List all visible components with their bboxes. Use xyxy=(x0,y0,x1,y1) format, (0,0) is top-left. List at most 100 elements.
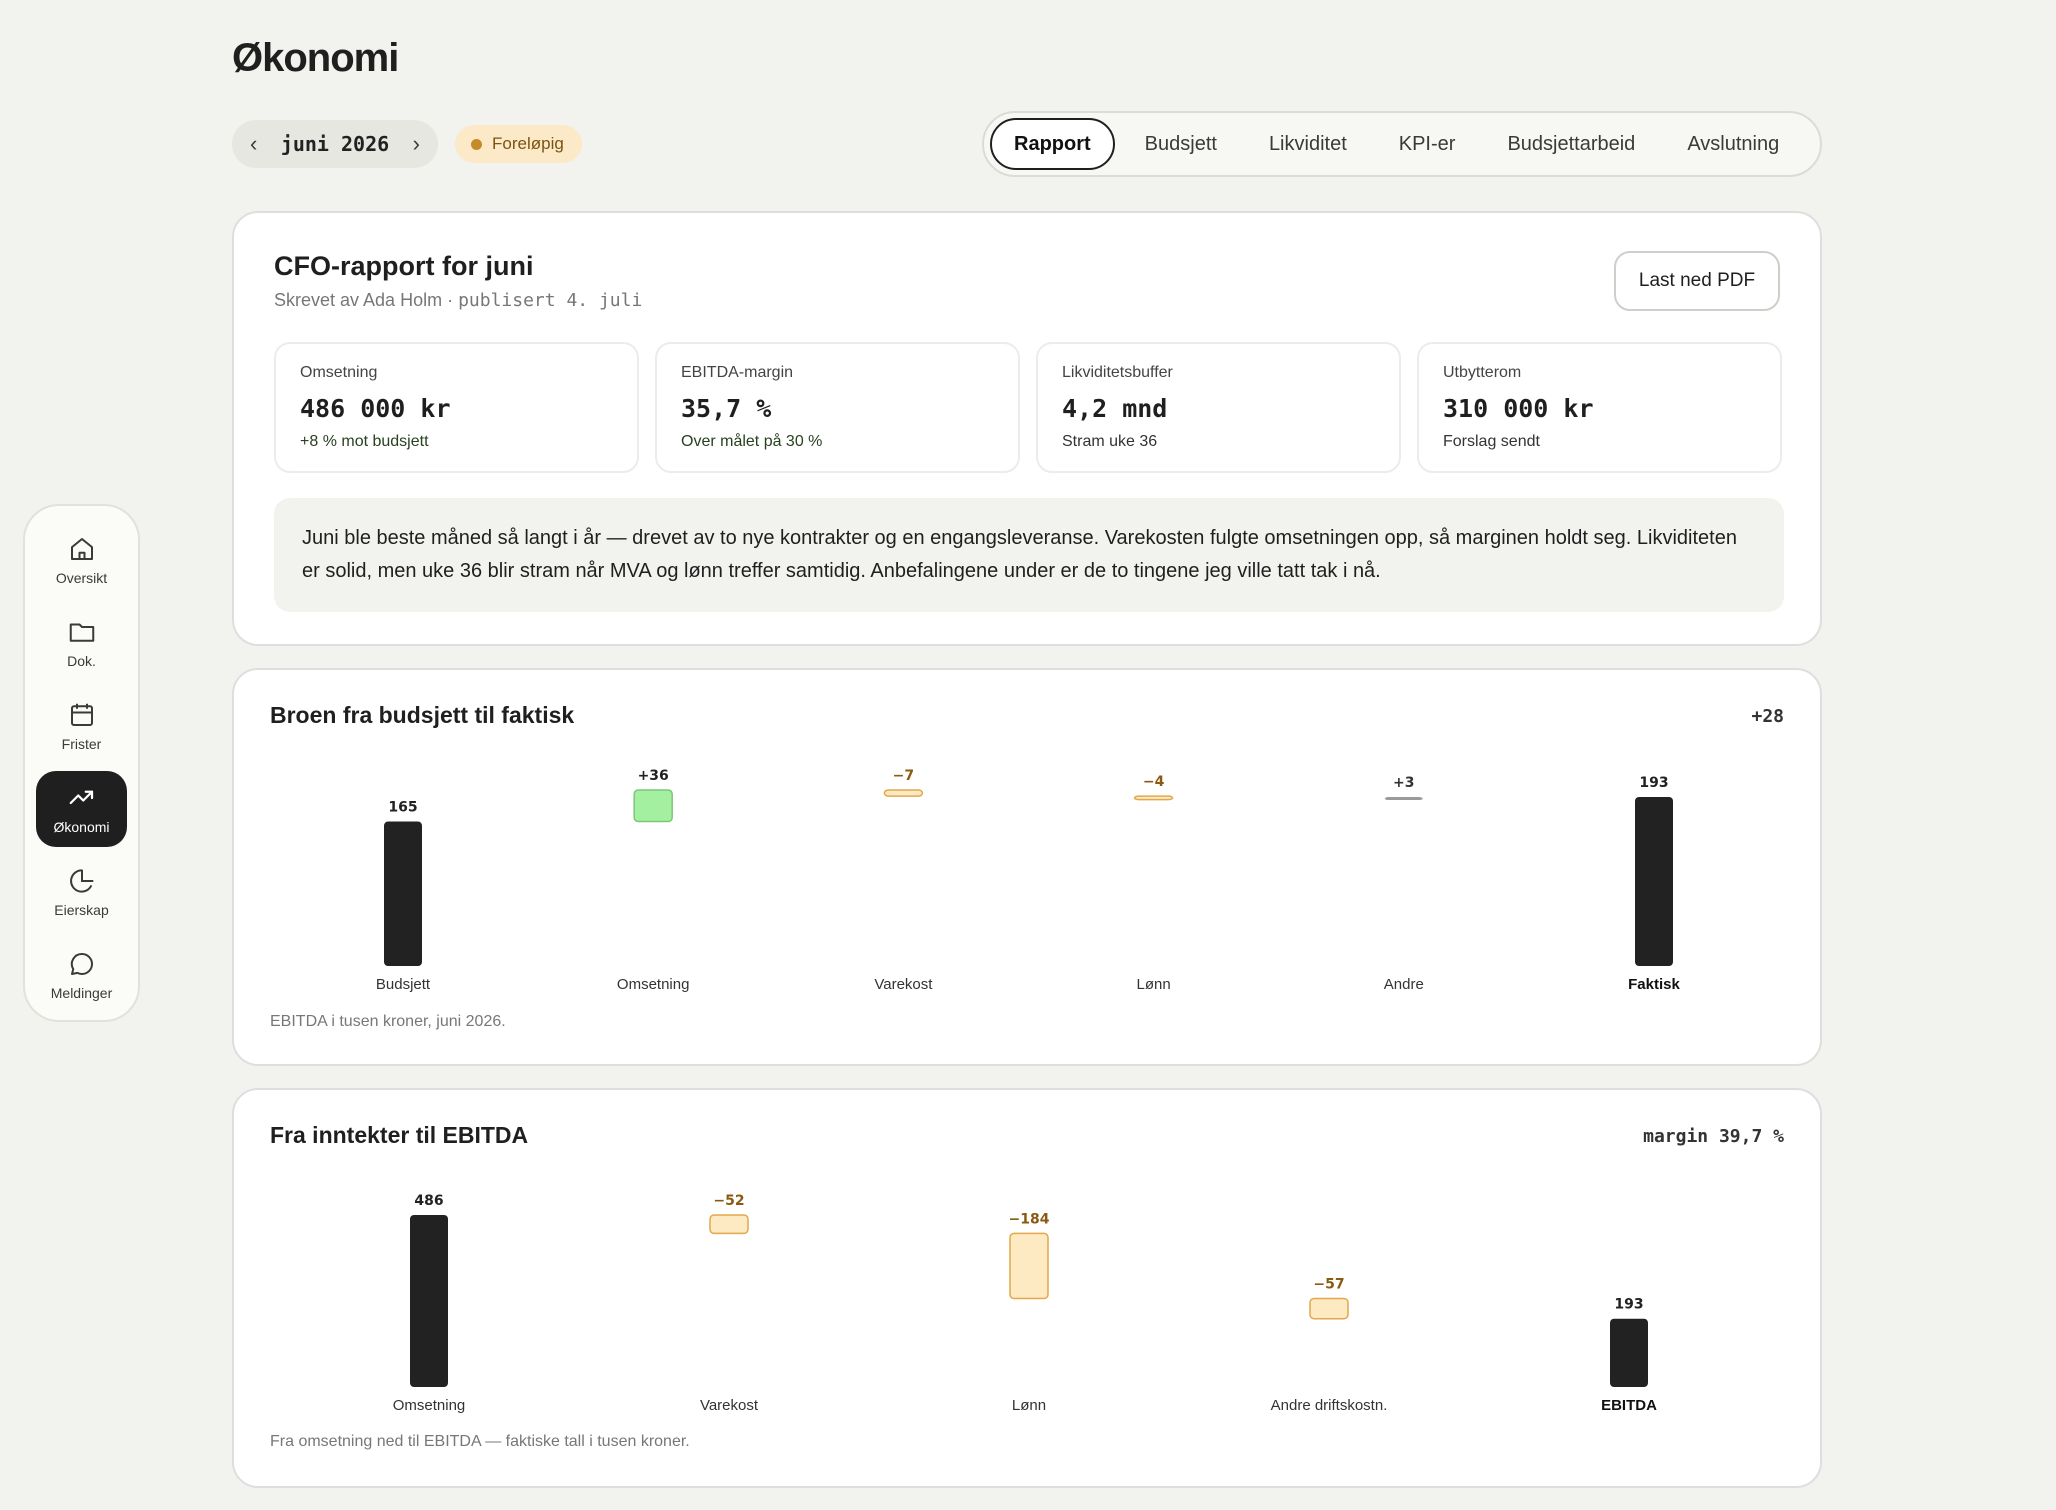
category-label-3: Lønn xyxy=(1136,976,1170,993)
calendar-icon xyxy=(70,703,93,726)
tab-avslutning[interactable]: Avslutning xyxy=(1687,132,1780,155)
ebitda-waterfall-chart: 486 Omsetning −52 Varekost −184 Lønn −57 Andre … xyxy=(393,1193,1657,1414)
home-icon xyxy=(70,538,93,560)
category-label-1: Varekost xyxy=(700,1397,759,1414)
kpi-card-omsetning: Omsetning 486 000 kr +8 % mot budsjett xyxy=(274,342,639,473)
data-label-2: −184 xyxy=(1009,1211,1050,1227)
period-selector: ‹ juni 2026 › xyxy=(232,120,438,168)
report-author: Skrevet av Ada Holm · xyxy=(274,290,459,310)
sidebar: Oversikt Dok. Frister Økonomi Eierskap M… xyxy=(23,504,140,1022)
chart-title: Fra inntekter til EBITDA xyxy=(270,1122,529,1148)
tab-budsjett[interactable]: Budsjett xyxy=(1144,132,1217,155)
page-title: Økonomi xyxy=(232,36,399,80)
category-label-0: Budsjett xyxy=(376,976,431,993)
tab-kpi[interactable]: KPI-er xyxy=(1398,132,1456,155)
sidebar-item-meldinger[interactable]: Meldinger xyxy=(36,937,127,1013)
report-byline: Skrevet av Ada Holm · publisert 4. juli xyxy=(274,290,642,311)
download-pdf-button[interactable]: Last ned PDF xyxy=(1614,251,1780,311)
report-summary: Juni ble beste måned så langt i år — dre… xyxy=(274,498,1784,612)
sidebar-item-frister[interactable]: Frister xyxy=(36,688,127,764)
waterfall-bar-1 xyxy=(709,1214,749,1235)
data-label-4: +3 xyxy=(1393,775,1414,791)
chevron-right-icon[interactable]: › xyxy=(412,131,420,156)
bridge-waterfall-chart: 165 Budsjett +36 Omsetning −7 Varekost −4 Lønn +… xyxy=(376,768,1681,993)
bridge-chart-card: Broen fra budsjett til faktisk +28 165 Bu… xyxy=(232,668,1822,1066)
category-label-5: Faktisk xyxy=(1628,976,1680,993)
data-label-4: 193 xyxy=(1614,1297,1643,1313)
folder-icon xyxy=(69,623,94,642)
category-label-4: EBITDA xyxy=(1601,1397,1657,1414)
chevron-left-icon[interactable]: ‹ xyxy=(250,131,258,156)
kpi-value: 35,7 % xyxy=(681,394,772,423)
kpi-label: Likviditetsbuffer xyxy=(1062,364,1173,381)
kpi-card-likviditetsbuffer: Likviditetsbuffer 4,2 mnd Stram uke 36 xyxy=(1036,342,1401,473)
data-label-3: −4 xyxy=(1143,774,1165,790)
waterfall-bar-3 xyxy=(1133,795,1174,801)
status-dot-icon xyxy=(471,138,482,150)
kpi-note: Over målet på 30 % xyxy=(681,433,823,450)
category-label-2: Varekost xyxy=(874,976,933,993)
margin-badge: margin 39,7 % xyxy=(1643,1126,1784,1147)
chart-caption: EBITDA i tusen kroner, juni 2026. xyxy=(270,1013,506,1030)
status-badge-label: Foreløpig xyxy=(492,134,564,153)
period-label: juni 2026 xyxy=(280,132,390,156)
tab-likviditet[interactable]: Likviditet xyxy=(1268,132,1347,155)
waterfall-bar-5 xyxy=(1635,797,1673,966)
kpi-value: 4,2 mnd xyxy=(1062,394,1168,423)
chat-bubble-icon xyxy=(70,952,93,975)
data-label-5: 193 xyxy=(1639,775,1668,791)
kpi-card-utbytterom: Utbytterom 310 000 kr Forslag sendt xyxy=(1417,342,1782,473)
status-badge: Foreløpig xyxy=(455,125,582,163)
tab-rapport[interactable]: Rapport xyxy=(990,118,1115,170)
category-label-3: Andre driftskostn. xyxy=(1271,1397,1388,1414)
category-label-2: Lønn xyxy=(1012,1397,1046,1414)
report-title: CFO-rapport for juni xyxy=(274,251,534,281)
tab-bar: Rapport Budsjett Likviditet KPI-er Budsj… xyxy=(982,111,1822,177)
sidebar-item-label: Dok. xyxy=(67,653,96,669)
kpi-label: Utbytterom xyxy=(1443,364,1522,381)
kpi-note: +8 % mot budsjett xyxy=(300,433,429,450)
data-label-1: +36 xyxy=(638,768,669,784)
kpi-card-ebitda-margin: EBITDA-margin 35,7 % Over målet på 30 % xyxy=(655,342,1020,473)
data-label-3: −57 xyxy=(1313,1277,1344,1293)
waterfall-bar-4 xyxy=(1610,1318,1648,1387)
cfo-report-card: CFO-rapport for juni Skrevet av Ada Holm… xyxy=(232,211,1822,646)
kpi-note: Stram uke 36 xyxy=(1062,433,1158,450)
report-publish-date: publisert 4. juli xyxy=(458,290,643,311)
kpi-row: Omsetning 486 000 kr +8 % mot budsjett E… xyxy=(274,342,1782,473)
sidebar-item-label: Oversikt xyxy=(55,570,108,586)
sidebar-item-oversikt[interactable]: Oversikt xyxy=(36,522,127,598)
sidebar-item-label: Frister xyxy=(61,736,102,752)
sidebar-item-label: Eierskap xyxy=(54,902,109,918)
waterfall-bar-2 xyxy=(1009,1232,1049,1300)
data-label-1: −52 xyxy=(713,1193,744,1209)
waterfall-bar-0 xyxy=(384,821,422,966)
waterfall-bar-0 xyxy=(410,1215,448,1387)
variance-badge: +28 xyxy=(1751,706,1784,727)
kpi-value: 310 000 kr xyxy=(1443,394,1594,423)
sidebar-item-label: Økonomi xyxy=(53,819,110,835)
sidebar-item-eierskap[interactable]: Eierskap xyxy=(36,854,127,930)
trending-up-icon xyxy=(69,790,93,805)
data-label-0: 165 xyxy=(388,800,417,816)
category-label-0: Omsetning xyxy=(393,1397,466,1414)
waterfall-bar-3 xyxy=(1309,1297,1349,1320)
category-label-4: Andre xyxy=(1384,976,1424,993)
kpi-note: Forslag sendt xyxy=(1443,433,1540,450)
sidebar-item-dok[interactable]: Dok. xyxy=(36,605,127,681)
data-label-2: −7 xyxy=(893,768,914,784)
data-label-0: 486 xyxy=(414,1193,443,1209)
chart-title: Broen fra budsjett til faktisk xyxy=(270,702,575,728)
kpi-label: EBITDA-margin xyxy=(681,364,794,381)
chart-caption: Fra omsetning ned til EBITDA — faktiske … xyxy=(270,1433,690,1450)
sidebar-item-okonomi[interactable]: Økonomi xyxy=(36,771,127,847)
sidebar-item-label: Meldinger xyxy=(50,985,113,1001)
ebitda-chart-card: Fra inntekter til EBITDA margin 39,7 % 4… xyxy=(232,1088,1822,1488)
kpi-value: 486 000 kr xyxy=(300,394,451,423)
tab-budsjettarbeid[interactable]: Budsjettarbeid xyxy=(1507,132,1636,155)
waterfall-bar-4 xyxy=(1384,797,1423,801)
category-label-1: Omsetning xyxy=(617,976,690,993)
kpi-label: Omsetning xyxy=(300,364,378,381)
pie-chart-icon xyxy=(69,869,93,893)
waterfall-bar-2 xyxy=(883,789,924,797)
